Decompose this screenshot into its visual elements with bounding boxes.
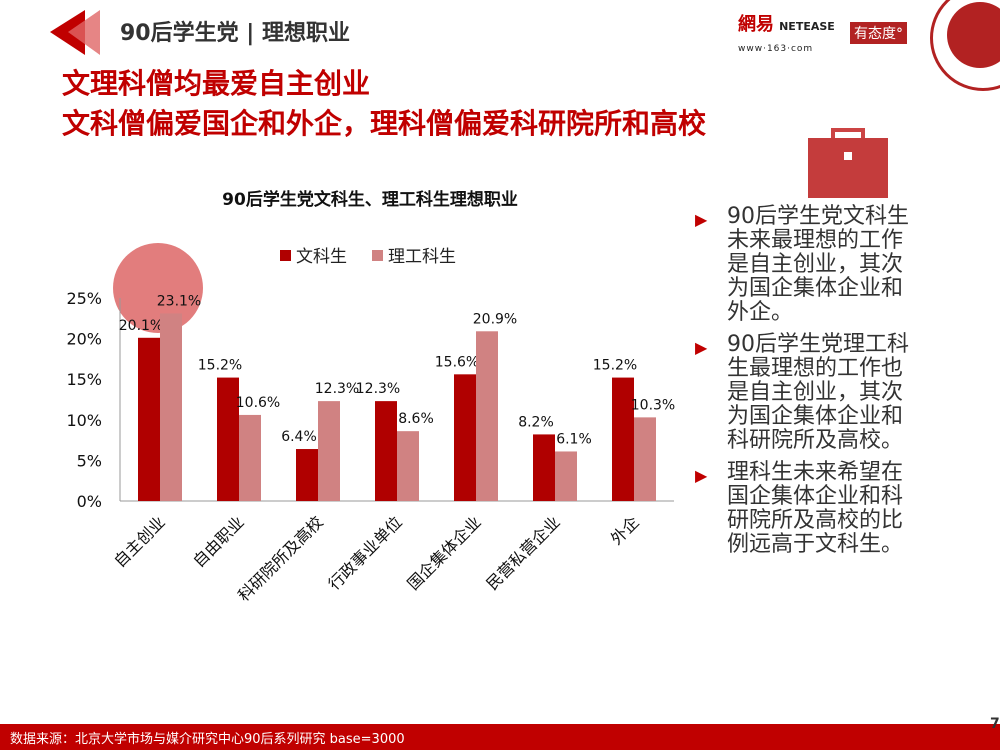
x-tick-label: 自主创业 <box>110 512 169 571</box>
netease-logo: 網易 NETEASE www·163·com <box>738 10 848 54</box>
legend-swatch <box>280 250 291 261</box>
section-title: 90后学生党 | 理想职业 <box>120 21 350 46</box>
bar-chart: 90后学生党文科生、理工科生理想职业 文科生 理工科生 0% 5% 10% 15% 20%… <box>66 189 675 605</box>
y-tick-label: 25% <box>66 289 102 308</box>
x-tick-label: 行政事业单位 <box>325 512 406 593</box>
legend-label: 文科生 <box>296 247 347 267</box>
y-tick-label: 20% <box>66 330 102 349</box>
y-tick-label: 15% <box>66 370 102 389</box>
data-label: 10.3% <box>631 397 675 413</box>
y-tick-label: 0% <box>77 492 102 511</box>
bullet-item: ▶ 理科生未来希望在国企集体企业和科研院所及高校的比例远高于文科生。 <box>695 461 920 557</box>
bar <box>239 414 261 501</box>
x-tick-label: 外企 <box>607 512 643 548</box>
data-label: 12.3% <box>356 381 400 397</box>
bullet-text: 90后学生党理工科生最理想的工作也是自主创业，其次为国企集体企业和科研院所及高校… <box>727 332 909 453</box>
x-tick-label: 科研院所及高校 <box>234 512 327 605</box>
headline-2: 文科僧偏爱国企和外企，理科僧偏爱科研院所和高校 <box>62 107 707 140</box>
bar <box>476 331 498 501</box>
data-label: 10.6% <box>236 395 280 411</box>
data-label: 20.9% <box>473 311 517 327</box>
pku-seal-logo <box>930 0 1000 91</box>
bullet-text: 理科生未来希望在国企集体企业和科研院所及高校的比例远高于文科生。 <box>727 460 904 557</box>
bar <box>454 374 476 501</box>
data-label: 15.6% <box>435 354 479 370</box>
data-label: 15.2% <box>593 358 637 374</box>
x-tick-label: 国企集体企业 <box>404 512 485 593</box>
netease-logo-en: NETEASE <box>779 20 835 33</box>
page-number: 7 <box>990 716 1000 732</box>
data-label: 20.1% <box>119 318 163 334</box>
data-label: 6.4% <box>281 429 317 445</box>
triangle-bullet-icon: ▶ <box>695 210 708 229</box>
data-label: 12.3% <box>315 381 359 397</box>
netease-logo-cn: 網易 <box>738 14 774 35</box>
chart-title: 90后学生党文科生、理工科生理想职业 <box>222 189 518 210</box>
youtaidu-logo: 有态度° <box>850 22 907 44</box>
footer-bar <box>0 724 1000 750</box>
bar <box>160 313 182 501</box>
bar <box>217 377 239 501</box>
data-label: 6.1% <box>556 431 592 447</box>
bar <box>138 337 160 501</box>
bullet-list: ▶ 90后学生党文科生未来最理想的工作是自主创业，其次为国企集体企业和外企。 ▶ 90… <box>695 205 920 565</box>
bullet-text: 90后学生党文科生未来最理想的工作是自主创业，其次为国企集体企业和外企。 <box>727 204 909 325</box>
data-label: 8.6% <box>398 411 434 427</box>
bullet-item: ▶ 90后学生党文科生未来最理想的工作是自主创业，其次为国企集体企业和外企。 <box>695 205 920 325</box>
bullet-item: ▶ 90后学生党理工科生最理想的工作也是自主创业，其次为国企集体企业和科研院所及高… <box>695 333 920 453</box>
bar <box>397 431 419 501</box>
legend-label: 理工科生 <box>388 247 456 267</box>
data-label: 15.2% <box>198 358 242 374</box>
headline-1: 文理科僧均最爱自主创业 <box>62 67 371 100</box>
bar <box>318 401 340 501</box>
x-tick-label: 自由职业 <box>189 512 248 571</box>
bar <box>555 451 577 501</box>
bar <box>533 434 555 501</box>
triangle-bullet-icon: ▶ <box>695 466 708 485</box>
bar <box>296 449 318 501</box>
y-tick-label: 5% <box>77 451 102 470</box>
briefcase-icon <box>808 128 888 198</box>
data-label: 8.2% <box>518 414 554 430</box>
bar <box>375 401 397 501</box>
x-tick-label: 民营私营企业 <box>483 512 564 593</box>
data-label: 23.1% <box>157 293 201 309</box>
header-arrow-icon <box>50 10 100 55</box>
data-source: 数据来源：北京大学市场与媒介研究中心90后系列研究 base=3000 <box>10 732 405 747</box>
y-tick-label: 10% <box>66 411 102 430</box>
mascot-decoration <box>113 243 203 333</box>
bar <box>612 377 634 501</box>
legend-swatch <box>372 250 383 261</box>
triangle-bullet-icon: ▶ <box>695 338 708 357</box>
netease-url: www·163·com <box>738 44 814 54</box>
bar <box>634 417 656 501</box>
